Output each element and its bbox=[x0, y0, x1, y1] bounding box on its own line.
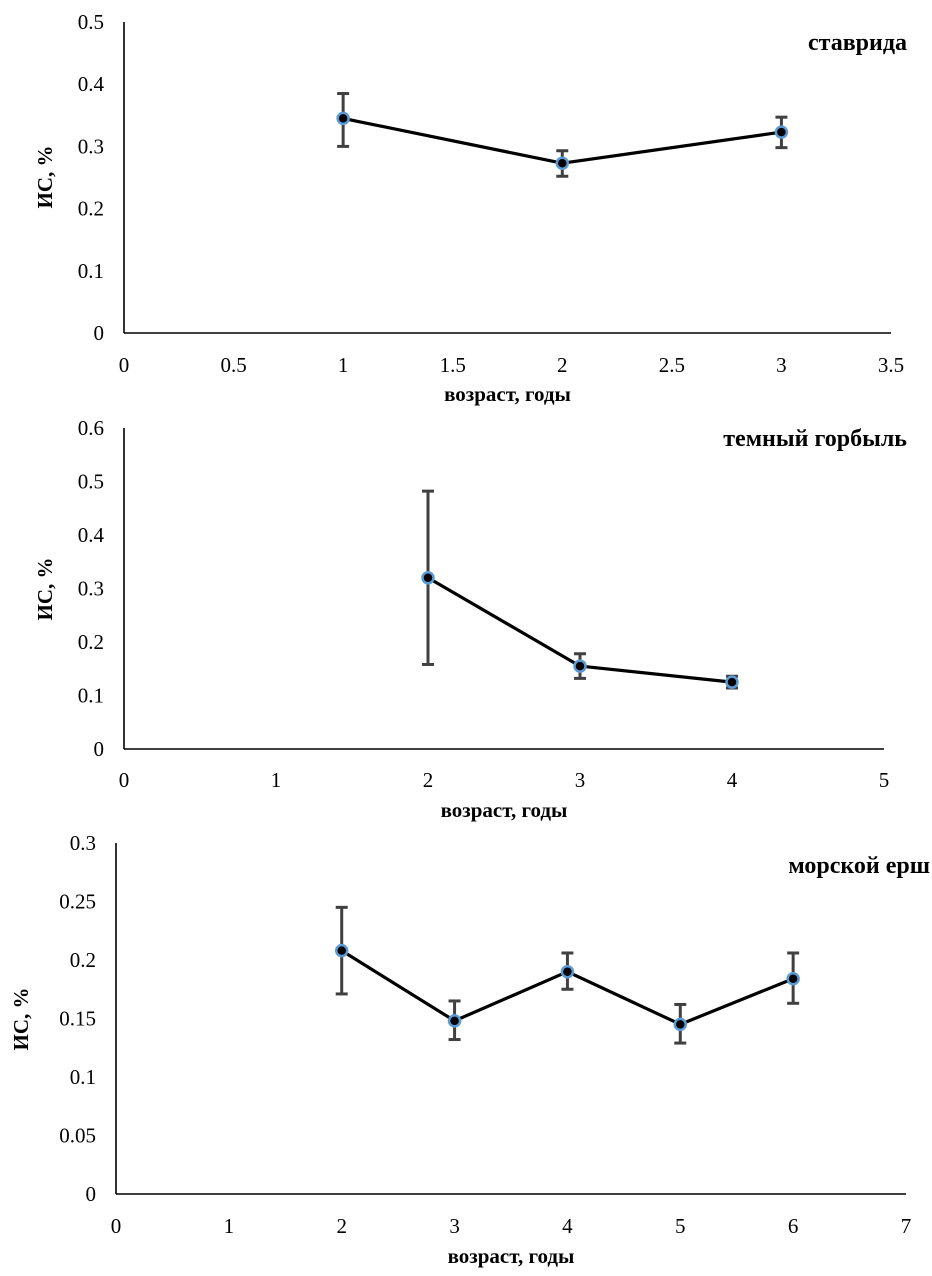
x-tick-label: 1.5 bbox=[440, 353, 466, 377]
x-tick-label: 6 bbox=[788, 1214, 799, 1238]
y-tick-label: 0.4 bbox=[78, 523, 105, 547]
y-tick-label: 0.3 bbox=[70, 831, 96, 855]
y-tick-label: 0 bbox=[94, 737, 105, 761]
data-point bbox=[560, 964, 575, 979]
x-tick-label: 0 bbox=[111, 1214, 122, 1238]
x-tick-label: 2 bbox=[423, 768, 434, 792]
x-tick-label: 0.5 bbox=[220, 353, 246, 377]
y-tick-label: 0.2 bbox=[78, 197, 104, 221]
data-point bbox=[786, 971, 800, 986]
y-tick-label: 0.5 bbox=[78, 470, 104, 494]
y-tick-label: 0.3 bbox=[78, 134, 104, 158]
y-tick-label: 0.1 bbox=[78, 684, 104, 708]
data-point bbox=[774, 125, 789, 139]
x-tick-label: 0 bbox=[119, 353, 130, 377]
x-tick-label: 1 bbox=[338, 353, 349, 377]
data-point bbox=[336, 111, 350, 126]
y-tick-label: 0 bbox=[94, 321, 105, 345]
x-tick-label: 3 bbox=[449, 1214, 460, 1238]
x-tick-label: 1 bbox=[224, 1214, 235, 1238]
x-tick-label: 7 bbox=[901, 1214, 912, 1238]
y-tick-label: 0.3 bbox=[78, 577, 104, 601]
y-tick-label: 0.2 bbox=[78, 630, 104, 654]
data-point bbox=[673, 1017, 688, 1032]
data-point bbox=[334, 943, 349, 958]
data-point bbox=[573, 659, 587, 673]
y-tick-label: 0.4 bbox=[78, 72, 105, 96]
x-tick-label: 4 bbox=[562, 1214, 573, 1238]
chart-title: морской ерш bbox=[788, 853, 930, 879]
y-axis-title: ИС, % bbox=[9, 988, 33, 1051]
x-tick-label: 1 bbox=[271, 768, 282, 792]
data-point bbox=[725, 675, 739, 689]
y-tick-label: 0.05 bbox=[59, 1124, 96, 1148]
x-axis-title: возраст, годы bbox=[444, 382, 571, 406]
y-tick-label: 0.6 bbox=[78, 416, 104, 440]
data-point bbox=[421, 571, 435, 585]
chart-panel-3: 0 0.05 0.1 0.15 0.2 0.25 0.3 0 1 2 3 4 5 6 7 возраст, г… bbox=[9, 831, 930, 1268]
chart-panel-2: 0 0.1 0.2 0.3 0.4 0.5 0.6 0 1 2 3 4 5 возраст, годы ИС… bbox=[33, 416, 907, 822]
y-tick-label: 0 bbox=[86, 1182, 97, 1206]
x-tick-label: 2 bbox=[557, 353, 568, 377]
x-tick-label: 3 bbox=[776, 353, 787, 377]
y-axis-title: ИС, % bbox=[33, 558, 57, 621]
chart-title: ставрида bbox=[808, 30, 907, 56]
y-tick-label: 0.2 bbox=[70, 948, 96, 972]
x-tick-label: 4 bbox=[727, 768, 738, 792]
x-tick-label: 2 bbox=[336, 1214, 347, 1238]
x-tick-label: 3 bbox=[575, 768, 586, 792]
x-tick-label: 3.5 bbox=[878, 353, 904, 377]
x-tick-label: 5 bbox=[675, 1214, 686, 1238]
y-tick-label: 0.25 bbox=[59, 890, 96, 914]
y-tick-label: 0.5 bbox=[78, 10, 104, 34]
x-axis-title: возраст, годы bbox=[448, 1244, 575, 1268]
y-tick-label: 0.1 bbox=[78, 259, 104, 283]
data-point bbox=[447, 1014, 462, 1028]
y-tick-label: 0.15 bbox=[59, 1007, 96, 1031]
y-tick-label: 0.1 bbox=[70, 1065, 96, 1089]
x-tick-label: 0 bbox=[119, 768, 130, 792]
chart-title: темный горбыль bbox=[723, 426, 907, 452]
y-axis-title: ИС, % bbox=[33, 146, 57, 209]
x-tick-label: 2.5 bbox=[659, 353, 685, 377]
chart-panel-1: 0 0.1 0.2 0.3 0.4 0.5 0 0.5 1 1.5 2 2.5 3 3.5 возраст,… bbox=[33, 10, 907, 406]
x-tick-label: 5 bbox=[879, 768, 890, 792]
data-point bbox=[555, 156, 570, 170]
x-axis-title: возраст, годы bbox=[441, 798, 568, 822]
